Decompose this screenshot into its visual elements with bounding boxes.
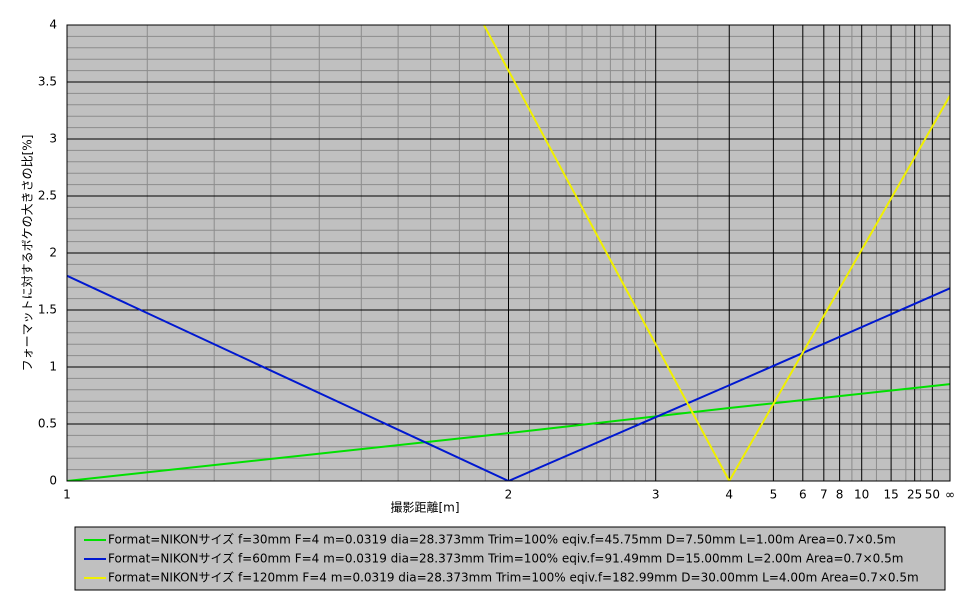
x-tick-label: 50	[925, 488, 940, 502]
x-tick-label: 6	[799, 488, 807, 502]
y-tick-label: 2.5	[38, 189, 57, 203]
y-tick-label: 0.5	[38, 417, 57, 431]
x-axis-label: 撮影距離[m]	[390, 501, 459, 515]
legend-label: Format=NIKONサイズ f=120mm F=4 m=0.0319 dia…	[108, 570, 919, 585]
x-tick-label: 7	[820, 488, 828, 502]
grid	[66, 24, 951, 482]
plot-border	[66, 24, 951, 482]
legend	[74, 526, 946, 591]
y-tick-label: 1.5	[38, 303, 57, 317]
x-tick-label: 5	[770, 488, 778, 502]
x-tick-label: ∞	[945, 488, 955, 502]
y-tick-label: 4	[49, 18, 57, 32]
legend-label: Format=NIKONサイズ f=60mm F=4 m=0.0319 dia=…	[108, 551, 903, 566]
x-tick-label: 25	[907, 488, 922, 502]
series-line	[67, 274, 950, 481]
legend-label: Format=NIKONサイズ f=30mm F=4 m=0.0319 dia=…	[108, 532, 896, 547]
x-tick-label: 8	[836, 488, 844, 502]
y-tick-label: 0	[49, 474, 57, 488]
x-tick-label: 4	[725, 488, 733, 502]
series-line	[482, 25, 950, 481]
y-tick-label: 1	[49, 360, 57, 374]
x-tick-label: 2	[505, 488, 513, 502]
x-tick-label: 10	[854, 488, 869, 502]
x-tick-label: 3	[652, 488, 660, 502]
legend-items: Format=NIKONサイズ f=30mm F=4 m=0.0319 dia=…	[84, 532, 919, 585]
x-tick-label: 1	[63, 488, 71, 502]
y-tick-label: 3.5	[38, 75, 57, 89]
y-tick-label: 3	[49, 132, 57, 146]
series-line	[67, 383, 950, 481]
x-tick-label: 15	[883, 488, 898, 502]
y-axis-label: フォーマットに対するボケの大きさの比[%]	[21, 135, 35, 372]
y-tick-label: 2	[49, 246, 57, 260]
lines	[67, 25, 950, 481]
